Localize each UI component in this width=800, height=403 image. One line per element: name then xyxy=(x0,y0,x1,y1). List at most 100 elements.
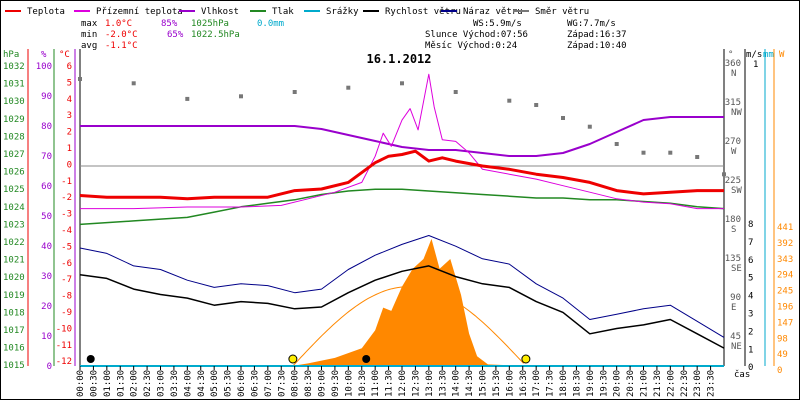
wind-dir-point xyxy=(78,77,82,81)
deg-tick: 135 xyxy=(725,254,741,264)
hpa-tick: 1029 xyxy=(3,115,25,125)
x-tick-label: 08:00 xyxy=(291,370,301,397)
series-gust xyxy=(79,235,725,338)
pct-tick: 30 xyxy=(41,272,52,282)
hpa-tick: 1018 xyxy=(3,308,25,318)
stat-max-hum: 85% xyxy=(161,19,178,29)
c-tick: -8 xyxy=(61,292,72,302)
series-pressure xyxy=(79,188,725,226)
x-tick-label: 08:30 xyxy=(304,370,314,397)
wind-dir-point xyxy=(185,96,190,101)
x-tick-label: 06:00 xyxy=(237,370,247,397)
c-tick: -4 xyxy=(61,226,72,236)
x-tick-label: 07:00 xyxy=(264,370,274,397)
x-tick-label: 00:00 xyxy=(76,370,86,397)
wind-dir-point xyxy=(507,98,512,103)
hpa-tick: 1020 xyxy=(3,273,25,283)
x-tick-label: 16:30 xyxy=(519,370,529,397)
deg-tick: 180 xyxy=(725,215,741,225)
x-tick-label: 10:00 xyxy=(344,370,354,397)
stat-sunrise: Slunce Východ:07:56 xyxy=(425,30,528,40)
hpa-tick: 1017 xyxy=(3,326,25,336)
hpa-tick: 1026 xyxy=(3,168,25,178)
stat-moonrise: Měsíc Východ:0:24 xyxy=(425,41,517,51)
x-tick-label: 02:30 xyxy=(143,370,153,397)
legend: Teplota Přízemní teplota Vlhkost Tlak Srážky… xyxy=(5,7,589,17)
pct-tick: 90 xyxy=(41,92,52,102)
x-tick-label: 22:00 xyxy=(666,370,676,397)
x-tick-label: 15:00 xyxy=(479,370,489,397)
stat-max-label: max xyxy=(81,19,98,29)
chart-title: 16.1.2012 xyxy=(366,52,431,66)
c-tick: 5 xyxy=(67,78,72,88)
legend-label: Náraz větru xyxy=(463,7,523,17)
c-tick: -12 xyxy=(56,357,72,367)
series-wind-speed xyxy=(79,265,725,349)
wind-dir-point xyxy=(587,124,592,129)
x-tick-label: 12:00 xyxy=(398,370,408,397)
hpa-tick: 1031 xyxy=(3,80,25,90)
ms-tick: 0 xyxy=(748,363,753,373)
x-tick-label: 17:30 xyxy=(546,370,556,397)
ms-tick: 4 xyxy=(748,292,753,302)
hpa-tick: 1024 xyxy=(3,203,25,213)
x-tick-label: 14:30 xyxy=(465,370,475,397)
stat-avg-label: avg xyxy=(81,41,97,51)
legend-label: Srážky xyxy=(326,7,359,17)
deg-tick: 225 xyxy=(725,176,741,186)
stat-min-hum: 65% xyxy=(167,30,184,40)
pct-tick: 10 xyxy=(41,332,52,342)
x-tick-label: 03:30 xyxy=(170,370,180,397)
w-axis-label: W xyxy=(779,50,785,60)
sun-arc xyxy=(292,286,524,367)
w-tick: 343 xyxy=(777,255,793,265)
c-tick: 6 xyxy=(67,62,72,72)
deg-tick: 315 xyxy=(725,98,741,108)
x-axis-label: čas xyxy=(734,369,750,380)
hpa-tick: 1021 xyxy=(3,256,25,266)
dir-tick: SW xyxy=(731,186,742,196)
w-tick: 196 xyxy=(777,303,793,313)
x-tick-label: 20:30 xyxy=(626,370,636,397)
ms-tick: 6 xyxy=(748,256,753,266)
x-tick-label: 13:30 xyxy=(438,370,448,397)
sunset-marker xyxy=(521,354,531,364)
c-tick: 3 xyxy=(67,111,72,121)
w-tick: 98 xyxy=(777,334,788,344)
hpa-axis-label: hPa xyxy=(3,50,19,60)
x-tick-label: 11:00 xyxy=(371,370,381,397)
mm-axis-label: mm xyxy=(763,50,774,60)
legend-label: Směr větru xyxy=(535,7,589,17)
pct-tick: 40 xyxy=(41,242,52,252)
wind-dir-point xyxy=(346,85,351,90)
c-axis-label: °C xyxy=(59,50,70,60)
wind-dir-point xyxy=(641,150,646,155)
wind-dir-point xyxy=(614,142,619,146)
c-tick: -5 xyxy=(61,242,72,252)
x-tick-label: 16:00 xyxy=(505,370,515,397)
x-tick-label: 04:00 xyxy=(183,370,193,397)
legend-label: Tlak xyxy=(272,7,294,17)
sunrise-marker xyxy=(288,354,298,364)
pct-tick: 80 xyxy=(41,122,52,132)
wind-dir-point xyxy=(668,150,673,155)
stat-min-temp: -2.0°C xyxy=(105,30,138,40)
ms-tick: 2 xyxy=(748,327,753,337)
hpa-tick: 1027 xyxy=(3,150,25,160)
hpa-tick: 1028 xyxy=(3,132,25,142)
dir-tick: SE xyxy=(731,264,742,274)
legend-label: Rychlost větru xyxy=(385,7,461,17)
w-tick: 294 xyxy=(777,271,793,281)
wind-dir-point xyxy=(561,116,565,120)
stats-block: max 1.0°C 85% 1025hPa 0.0mm min -2.0°C 65% 1022.… xyxy=(81,19,627,51)
pct-tick: 50 xyxy=(41,212,52,222)
c-tick: -2 xyxy=(61,193,72,203)
stat-rain: 0.0mm xyxy=(257,19,284,29)
stat-max-press: 1025hPa xyxy=(191,19,229,29)
w-tick: 49 xyxy=(777,350,788,360)
deg-tick: 45 xyxy=(730,332,741,342)
hpa-tick: 1015 xyxy=(3,361,25,371)
dir-tick: N xyxy=(731,69,736,79)
series-temperature xyxy=(79,149,724,201)
